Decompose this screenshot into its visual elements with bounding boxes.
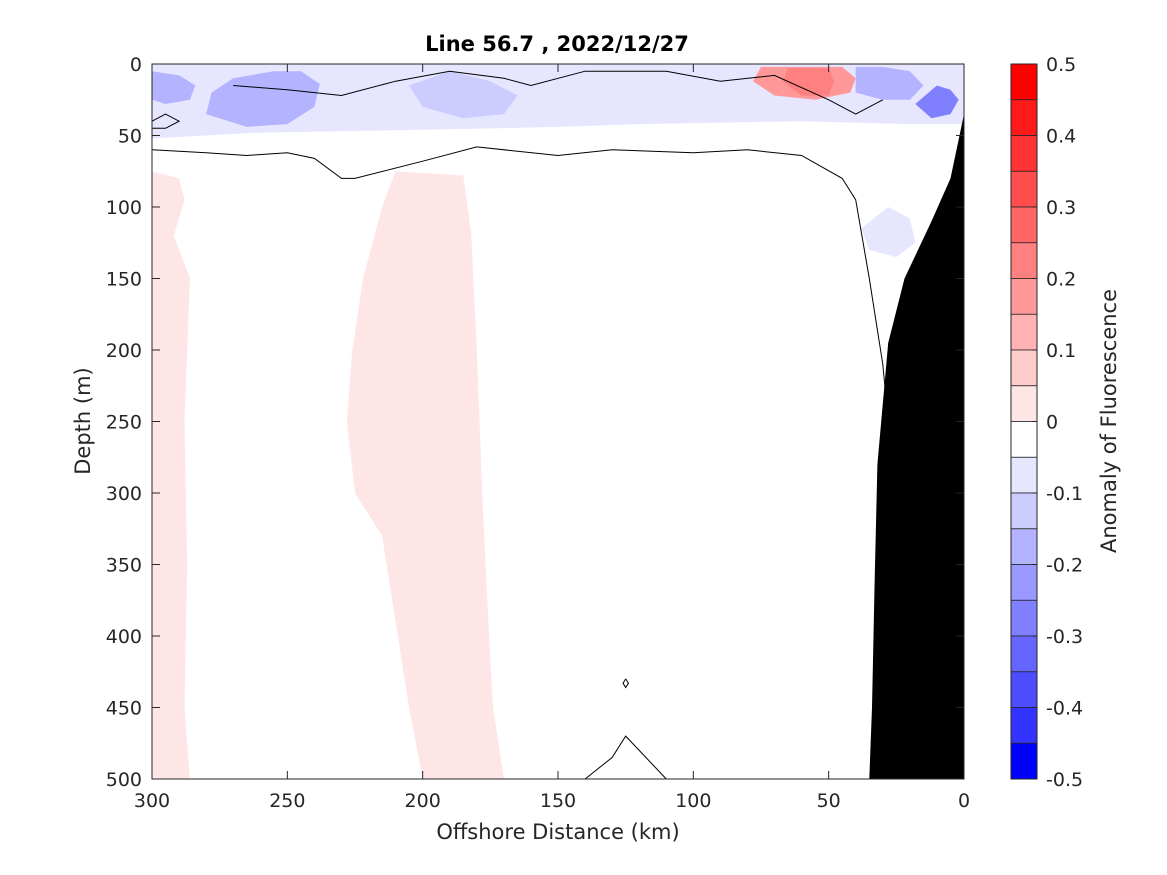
contour-upper-contour bbox=[233, 70, 884, 115]
colorbar-swatch bbox=[1010, 421, 1038, 458]
y-tick-label: 400 bbox=[106, 626, 142, 648]
plot-area: 300 250 200 150 100 50 0 050100150200250300350… bbox=[106, 54, 970, 812]
region-offshore-positive-band-center bbox=[346, 171, 504, 780]
chart-title: Line 56.7 , 2022/12/27 bbox=[425, 32, 689, 56]
colorbar-swatch bbox=[1010, 206, 1038, 244]
colorbar-swatch bbox=[1010, 564, 1038, 601]
colorbar-swatch bbox=[1010, 313, 1038, 351]
region-bathymetry bbox=[869, 114, 964, 780]
y-tick-label: 450 bbox=[106, 698, 142, 720]
y-tick-label: 100 bbox=[106, 197, 142, 219]
x-tick-label: 50 bbox=[817, 790, 841, 812]
colorbar-swatch bbox=[1010, 635, 1038, 673]
y-tick-label: 300 bbox=[106, 483, 142, 505]
y-tick-label: 250 bbox=[106, 412, 142, 434]
colorbar-tick-label: -0.1 bbox=[1046, 483, 1083, 505]
colorbar-swatch bbox=[1010, 278, 1038, 315]
y-tick-label: 500 bbox=[106, 769, 142, 791]
colorbar-tick-label: 0.2 bbox=[1046, 269, 1076, 291]
y-tick-label: 350 bbox=[106, 555, 142, 577]
region-surface-negative-right bbox=[855, 66, 924, 100]
colorbar-tick-label: 0 bbox=[1046, 412, 1058, 434]
colorbar-swatch bbox=[1010, 170, 1038, 208]
colorbar-tick-label: 0.1 bbox=[1046, 340, 1076, 362]
colorbar-swatch bbox=[1010, 349, 1038, 387]
y-axis-label: Depth (m) bbox=[71, 367, 95, 474]
x-tick-label: 0 bbox=[958, 790, 970, 812]
colorbar-label: Anomaly of Fluorescence bbox=[1097, 289, 1121, 553]
colorbar-swatch bbox=[1010, 528, 1038, 565]
zero-contours bbox=[151, 70, 892, 780]
x-tick-label: 200 bbox=[405, 790, 441, 812]
y-tick-label: 50 bbox=[118, 126, 142, 148]
colorbar-swatch bbox=[1010, 385, 1038, 422]
colorbar-tick-label: -0.3 bbox=[1046, 626, 1083, 648]
y-axis-ticks: 0 50 100 150 200 250 300 350 400 450 500 bbox=[106, 54, 964, 791]
y-tick-label: 150 bbox=[106, 269, 142, 291]
heatmap-regions bbox=[152, 64, 964, 780]
region-positive-patch-surface-core bbox=[782, 68, 835, 96]
colorbar-swatch bbox=[1010, 742, 1038, 780]
colorbar-tick-label: -0.4 bbox=[1046, 698, 1083, 720]
y-tick-label: 0 bbox=[130, 54, 142, 76]
contour-tiny-contour-center bbox=[622, 678, 629, 689]
colorbar-tick-label: -0.5 bbox=[1046, 769, 1083, 791]
colorbar-swatch bbox=[1010, 492, 1038, 530]
colorbar-tick-label: 0.5 bbox=[1046, 54, 1076, 76]
colorbar-tick-label: -0.2 bbox=[1046, 555, 1083, 577]
region-subsurface-negative-slope bbox=[861, 207, 916, 258]
contour-bottom-bump-contour bbox=[584, 735, 667, 780]
region-surface-negative-coastal-core bbox=[915, 85, 959, 119]
colorbar-tick-label: 0.3 bbox=[1046, 197, 1076, 219]
y-tick-label: 200 bbox=[106, 340, 142, 362]
colorbar-swatch bbox=[1010, 135, 1038, 172]
x-tick-label: 250 bbox=[269, 790, 305, 812]
colorbar-swatch bbox=[1010, 671, 1038, 708]
contour-small-contour-left bbox=[151, 113, 181, 129]
colorbar-swatch bbox=[1010, 599, 1038, 637]
x-tick-label: 100 bbox=[675, 790, 711, 812]
contour-surface-contour bbox=[151, 146, 892, 637]
x-tick-label: 300 bbox=[134, 790, 170, 812]
x-axis-label: Offshore Distance (km) bbox=[436, 820, 679, 844]
colorbar-swatch bbox=[1010, 707, 1038, 744]
plot-background bbox=[152, 64, 964, 779]
colorbar-swatch bbox=[1010, 99, 1038, 137]
colorbar-swatch bbox=[1010, 456, 1038, 494]
colorbar: 0.5 0.4 0.3 0.2 0.1 0 -0.1 -0.2 -0.3 -0.4 -0.5 bbox=[1010, 54, 1083, 791]
region-surface-negative-left bbox=[152, 71, 196, 104]
colorbar-tick-label: 0.4 bbox=[1046, 126, 1076, 148]
region-surface-negative-midright bbox=[409, 71, 518, 119]
x-tick-label: 150 bbox=[540, 790, 576, 812]
colorbar-swatch bbox=[1010, 242, 1038, 280]
x-axis-ticks: 300 250 200 150 100 50 0 bbox=[134, 64, 970, 812]
colorbar-swatch bbox=[1010, 63, 1038, 101]
region-offshore-positive-band-left bbox=[152, 171, 190, 780]
